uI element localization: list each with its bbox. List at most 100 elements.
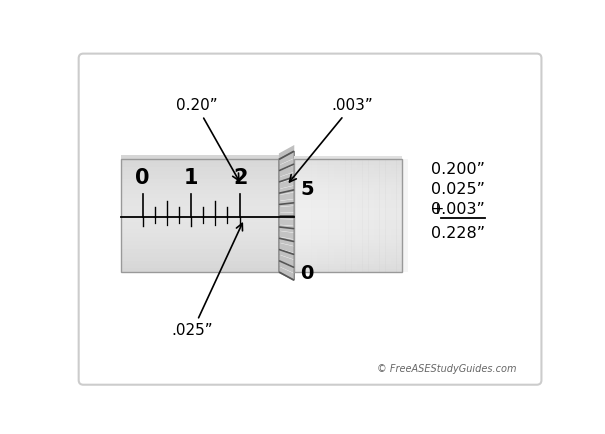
Bar [121, 268, 279, 272]
Bar [294, 173, 402, 177]
Text: 0.025”: 0.025” [431, 182, 485, 197]
Text: 0: 0 [136, 168, 150, 187]
Bar [294, 168, 402, 171]
Bar [294, 246, 402, 249]
Bar [294, 266, 402, 270]
Bar [294, 263, 402, 266]
Text: 2: 2 [233, 168, 247, 187]
Bar [294, 159, 402, 272]
Bar [294, 197, 402, 200]
Bar [121, 190, 279, 194]
Polygon shape [279, 255, 294, 266]
Text: 0: 0 [301, 264, 314, 283]
Bar [294, 240, 402, 243]
Bar [345, 159, 352, 272]
Bar [121, 198, 279, 202]
Bar [121, 178, 279, 183]
Bar [300, 159, 306, 272]
Bar [121, 245, 279, 249]
Bar [334, 159, 340, 272]
Bar [294, 202, 402, 206]
Bar [121, 217, 279, 222]
Bar [121, 155, 279, 159]
Bar [294, 243, 402, 246]
Bar [121, 210, 279, 214]
Polygon shape [279, 192, 294, 201]
Polygon shape [279, 219, 294, 226]
Polygon shape [279, 172, 294, 183]
Bar [385, 159, 391, 272]
Bar [121, 202, 279, 206]
Bar [294, 182, 402, 185]
FancyBboxPatch shape [79, 54, 541, 385]
Polygon shape [279, 237, 294, 246]
Bar [121, 171, 279, 175]
Polygon shape [279, 206, 294, 213]
Bar [121, 241, 279, 245]
Bar [121, 186, 279, 191]
Bar [306, 159, 312, 272]
Bar [294, 249, 402, 252]
Bar [362, 159, 368, 272]
Text: 0.200”: 0.200” [431, 161, 485, 177]
Bar [368, 159, 374, 272]
Bar [294, 228, 402, 232]
Bar [294, 255, 402, 258]
Polygon shape [279, 158, 294, 171]
Text: .025”: .025” [172, 224, 243, 338]
Bar [294, 226, 402, 229]
Bar [357, 159, 363, 272]
Polygon shape [279, 261, 294, 273]
Bar [294, 231, 402, 234]
Bar [351, 159, 357, 272]
Text: 1: 1 [184, 168, 198, 187]
Bar [294, 252, 402, 255]
Bar [294, 185, 402, 188]
Polygon shape [279, 243, 294, 253]
Bar [294, 159, 402, 162]
Bar [294, 257, 402, 261]
Bar [121, 229, 279, 233]
Bar [317, 159, 323, 272]
Bar [121, 237, 279, 241]
Polygon shape [279, 225, 294, 233]
Bar [121, 221, 279, 225]
Bar [294, 159, 301, 272]
Bar [294, 234, 402, 237]
Bar [294, 220, 402, 223]
Polygon shape [279, 186, 294, 195]
Bar [121, 249, 279, 253]
Text: 0.228”: 0.228” [431, 226, 485, 241]
Bar [294, 188, 402, 191]
Bar [121, 159, 279, 272]
Polygon shape [279, 165, 294, 177]
Bar [121, 182, 279, 187]
Bar [294, 156, 402, 159]
Bar [374, 159, 380, 272]
Bar [322, 159, 329, 272]
Bar [121, 253, 279, 256]
Bar [121, 225, 279, 229]
Text: .003”: .003” [290, 98, 373, 182]
Bar [294, 223, 402, 226]
Bar [402, 159, 408, 272]
Polygon shape [279, 179, 294, 189]
Text: +: + [431, 202, 444, 217]
Bar [329, 159, 335, 272]
Bar [121, 214, 279, 218]
Bar [294, 237, 402, 240]
Polygon shape [279, 231, 294, 240]
Bar [121, 163, 279, 167]
Bar [121, 174, 279, 179]
Bar [121, 167, 279, 171]
Bar [391, 159, 397, 272]
Bar [121, 206, 279, 210]
Bar [294, 269, 402, 272]
Bar [294, 194, 402, 197]
Bar [312, 159, 318, 272]
Text: 0.003”: 0.003” [431, 202, 485, 217]
Bar [121, 260, 279, 264]
Bar [294, 164, 402, 168]
Bar [121, 264, 279, 268]
Polygon shape [279, 266, 294, 280]
